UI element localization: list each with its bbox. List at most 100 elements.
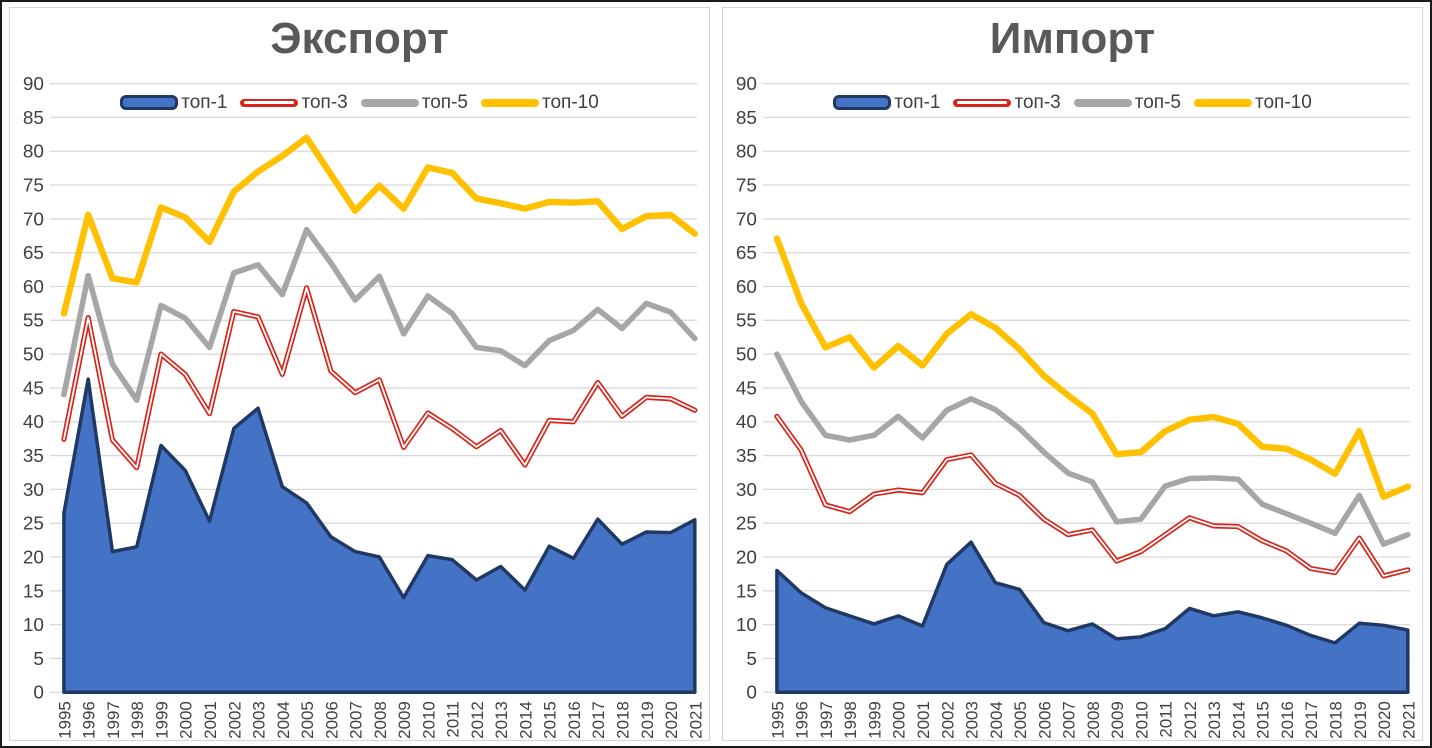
y-tick-label: 50 [736,345,757,366]
y-tick-label: 70 [23,209,44,230]
y-tick-label: 50 [23,345,44,366]
x-tick-label: 2008 [1084,701,1103,739]
x-tick-label: 1998 [128,701,147,739]
x-axis-labels: 1995 1996 1997 1998 1999 2000 2001 2002 2003 2004… [768,701,1418,739]
x-tick-label: 2003 [250,701,269,739]
y-tick-label: 25 [736,514,757,535]
y-tick-label: 10 [23,615,44,636]
x-tick-label: 2011 [444,701,463,737]
y-tick-label: 40 [736,412,757,433]
x-tick-label: 2015 [1254,701,1273,739]
x-tick-label: 2012 [1181,701,1200,739]
x-tick-label: 2016 [1278,701,1297,739]
y-tick-label: 45 [23,378,44,399]
x-tick-label: 1996 [793,701,812,739]
series-топ-10 [773,235,1412,500]
y-tick-label: 5 [33,649,44,670]
y-tick-label: 30 [736,480,757,501]
series-топ-3 [61,285,698,471]
x-tick-label: 2012 [468,701,487,739]
x-tick-label: 1995 [55,701,74,739]
y-tick-label: 20 [736,547,757,568]
x-tick-label: 2004 [987,701,1006,739]
y-axis-labels: 0 5 10 15 20 25 30 35 40 45 50 55 60 65 70 75 80 85 90 [736,74,757,704]
y-tick-label: 25 [23,514,44,535]
x-tick-label: 2010 [419,701,438,739]
y-tick-label: 35 [736,446,757,467]
y-tick-label: 65 [736,243,757,264]
y-tick-label: 15 [23,581,44,602]
y-tick-label: 80 [23,142,44,163]
x-tick-label: 2004 [274,701,293,739]
x-tick-label: 2009 [1108,701,1127,739]
y-tick-label: 65 [23,243,44,264]
y-tick-label: 55 [23,311,44,332]
y-tick-label: 85 [736,108,757,129]
series-топ-5 [774,351,1411,547]
export-chart: 0 5 10 15 20 25 30 35 40 45 50 55 60 65 70 75 80 85 90 1995… [23,74,705,739]
x-tick-label: 2017 [1302,701,1321,739]
x-tick-label: 2005 [298,701,317,739]
x-tick-label: 2010 [1132,701,1151,739]
x-tick-label: 2014 [1229,701,1248,739]
x-tick-label: 2018 [1326,701,1345,739]
x-tick-label: 2021 [686,701,705,739]
x-axis-labels: 1995 1996 1997 1998 1999 2000 2001 2002 2003 2004… [55,701,705,739]
x-tick-label: 2005 [1011,701,1030,739]
x-tick-label: 2011 [1157,701,1176,737]
x-tick-label: 2021 [1399,701,1418,739]
x-tick-label: 2009 [395,701,414,739]
y-tick-label: 35 [23,446,44,467]
y-tick-label: 60 [23,277,44,298]
x-tick-label: 2003 [963,701,982,739]
y-tick-label: 30 [23,480,44,501]
x-tick-label: 2001 [201,701,220,739]
x-tick-label: 2002 [938,701,957,739]
series-топ-1 [62,377,697,695]
x-tick-label: 2006 [322,701,341,739]
x-tick-label: 2001 [914,701,933,739]
y-tick-label: 60 [736,277,757,298]
import-chart: 0 5 10 15 20 25 30 35 40 45 50 55 60 65 70 75 80 85 90 1995… [736,74,1418,739]
x-tick-label: 2013 [1205,701,1224,739]
y-tick-label: 80 [736,142,757,163]
y-tick-label: 20 [23,547,44,568]
x-tick-label: 2019 [1351,701,1370,739]
x-tick-label: 2006 [1035,701,1054,739]
x-tick-label: 1998 [841,701,860,739]
y-tick-label: 40 [23,412,44,433]
y-tick-label: 10 [736,615,757,636]
series-топ-1 [775,540,1410,695]
x-tick-label: 1995 [768,701,787,739]
x-tick-label: 2019 [638,701,657,739]
series-топ-3 [774,413,1411,579]
x-tick-label: 2020 [662,701,681,739]
y-tick-label: 15 [736,581,757,602]
y-tick-label: 0 [33,683,44,704]
x-tick-label: 2013 [492,701,511,739]
y-tick-label: 85 [23,108,44,129]
series-топ-10 [60,134,699,317]
series-топ-5 [61,226,698,403]
x-tick-label: 2000 [177,701,196,739]
x-tick-label: 2007 [347,701,366,739]
y-tick-label: 5 [746,649,757,670]
y-axis-labels: 0 5 10 15 20 25 30 35 40 45 50 55 60 65 70 75 80 85 90 [23,74,44,704]
y-tick-label: 90 [736,74,757,95]
export-chart-panel: Экспорт топ-1 топ-3 топ-5 топ-10 0 5 10 15 20 25… [9,7,710,741]
x-tick-label: 2000 [890,701,909,739]
y-tick-label: 70 [736,209,757,230]
y-tick-label: 75 [736,176,757,197]
x-tick-label: 1999 [152,701,171,739]
x-tick-label: 2002 [225,701,244,739]
x-tick-label: 2008 [371,701,390,739]
x-tick-label: 2020 [1375,701,1394,739]
y-tick-label: 90 [23,74,44,95]
x-tick-label: 2007 [1060,701,1079,739]
x-tick-label: 1999 [865,701,884,739]
x-tick-label: 1997 [104,701,123,739]
x-tick-label: 2018 [613,701,632,739]
y-tick-label: 75 [23,176,44,197]
x-tick-label: 2014 [516,701,535,739]
